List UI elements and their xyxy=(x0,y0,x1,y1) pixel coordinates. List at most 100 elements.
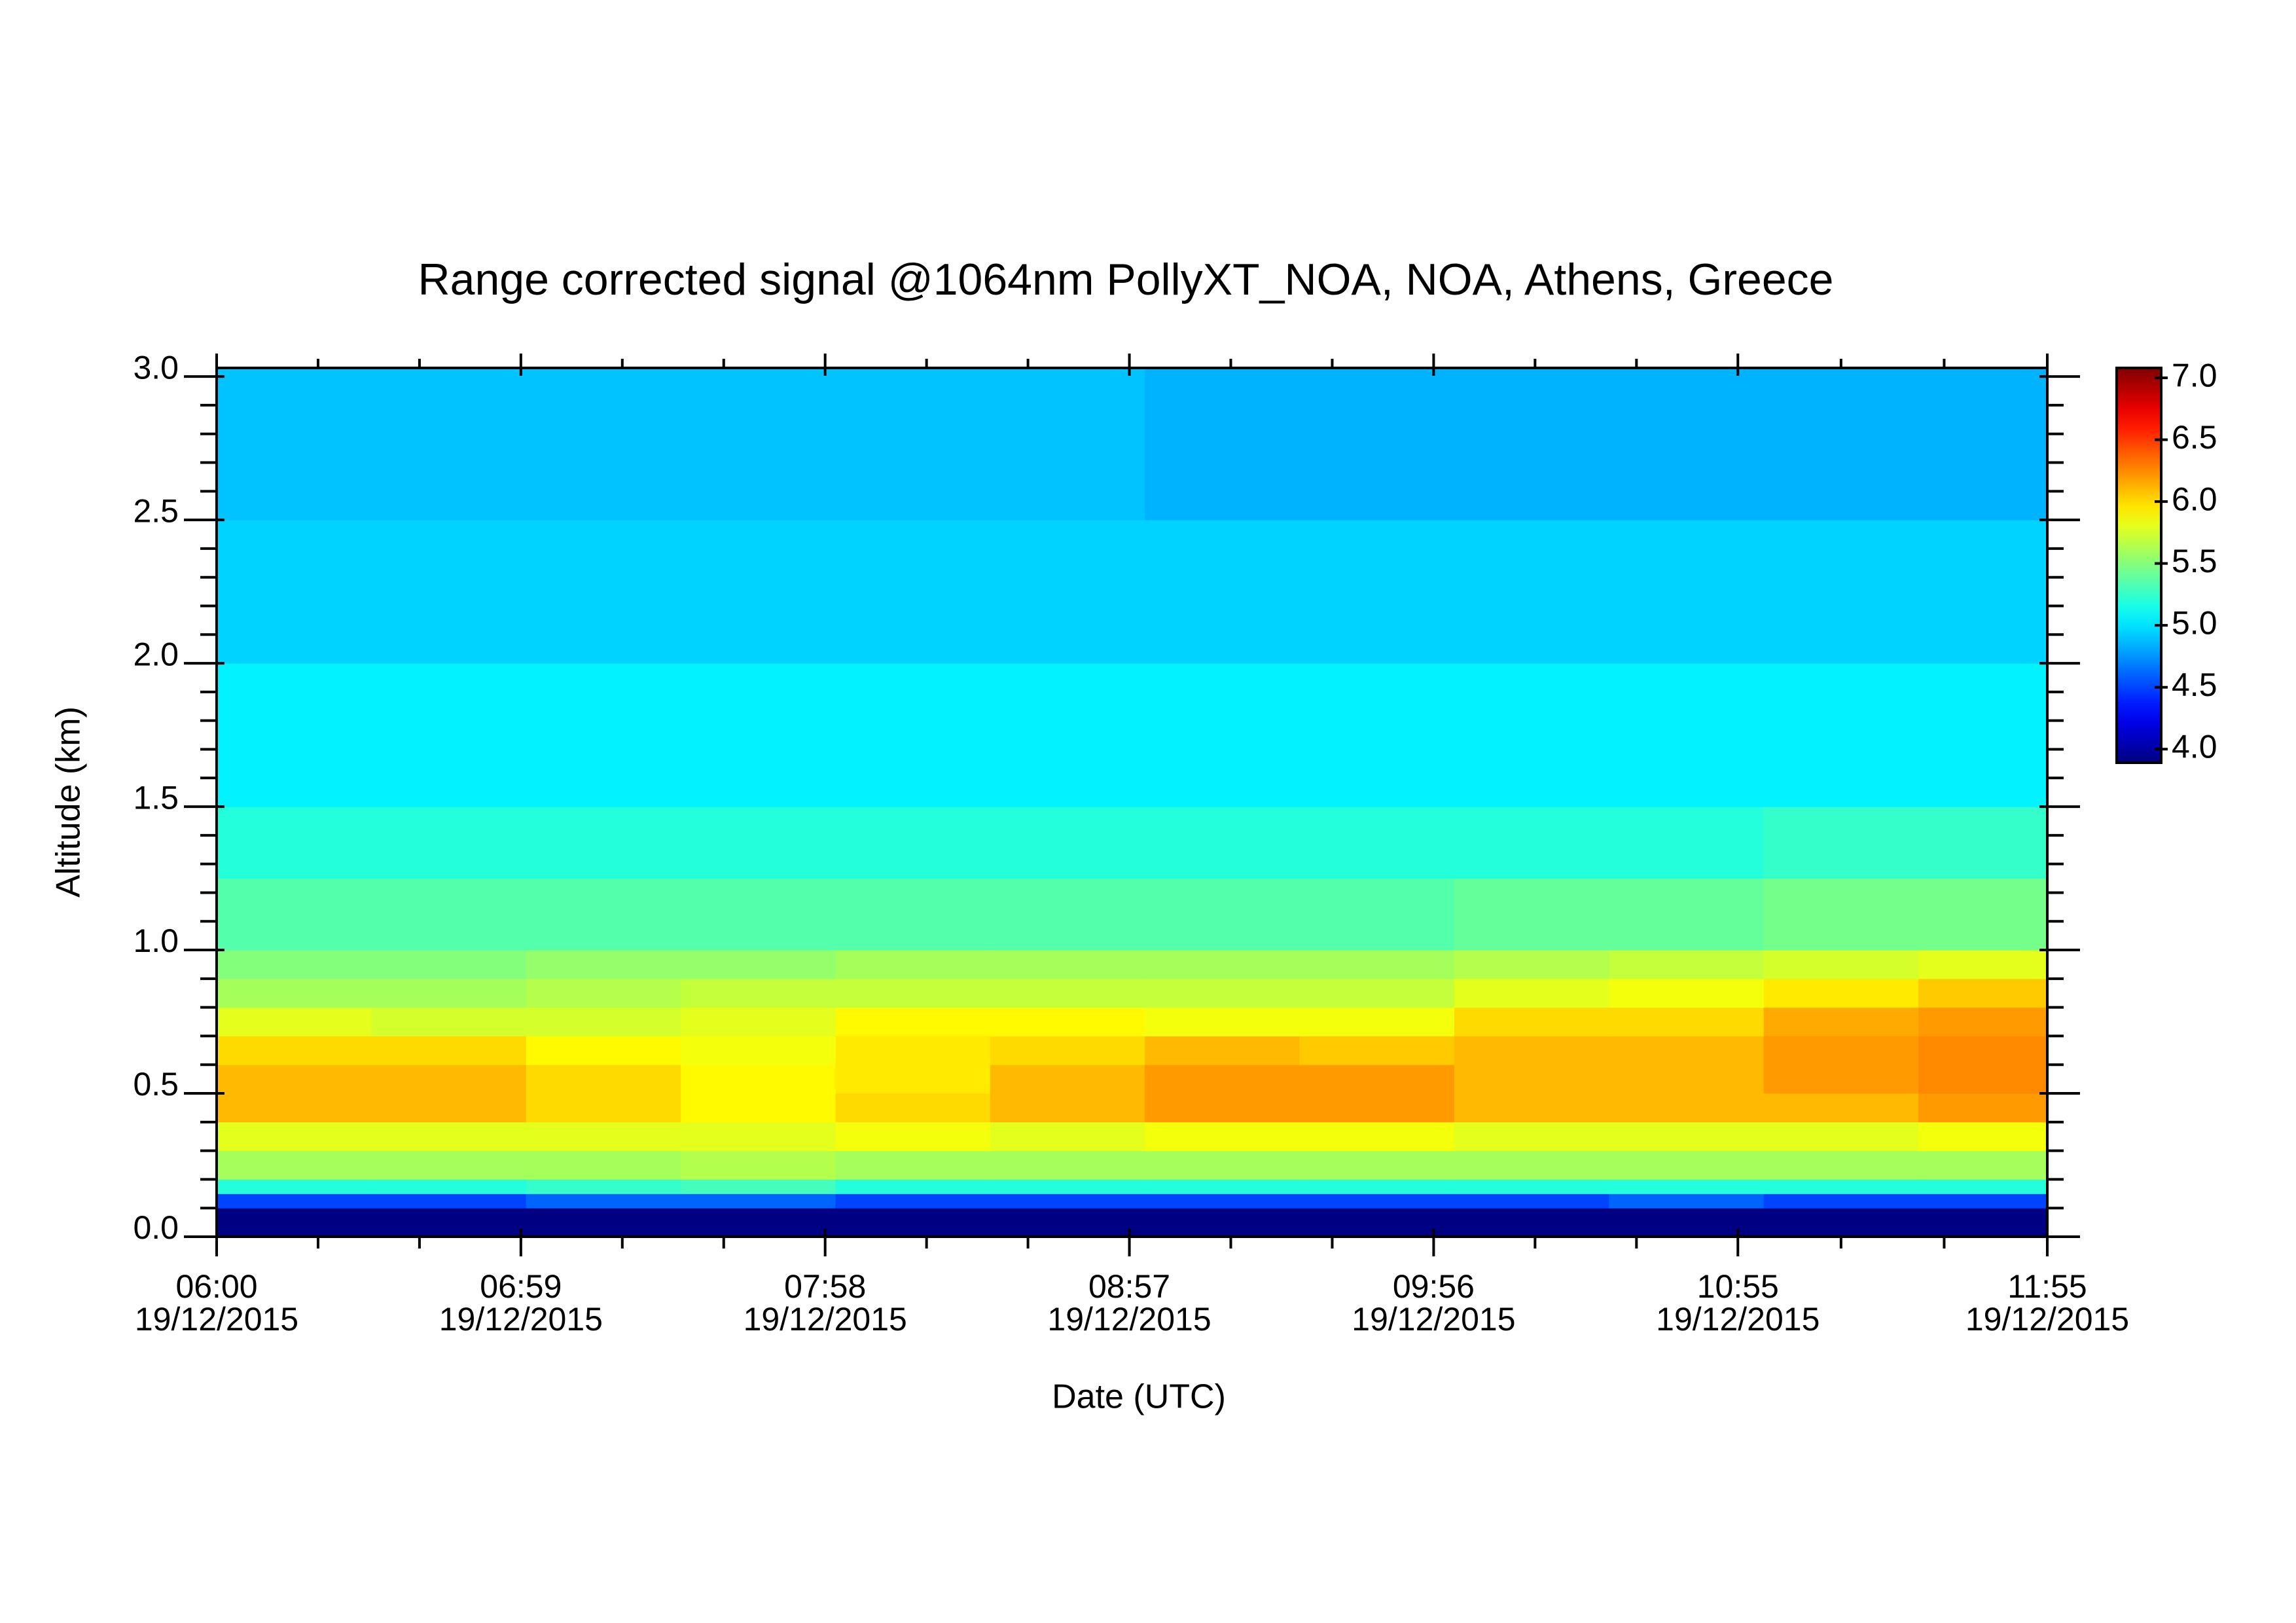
x-tick-label: 10:55 xyxy=(1697,1268,1779,1305)
heatmap-cell xyxy=(217,878,372,951)
heatmap-cell xyxy=(1918,1179,2048,1194)
heatmap-cell xyxy=(835,663,991,807)
heatmap-cell xyxy=(371,368,527,520)
heatmap-cell xyxy=(990,368,1145,520)
heatmap-cell xyxy=(1145,1007,1300,1036)
heatmap-cell xyxy=(835,1122,991,1152)
heatmap-cell xyxy=(1918,1150,2048,1180)
x-tick-label: 11:55 xyxy=(2007,1268,2087,1305)
heatmap-cell xyxy=(371,878,527,951)
heatmap-cell xyxy=(1918,1036,2048,1065)
heatmap-cell xyxy=(1609,520,1765,664)
x-tick-label: 06:00 xyxy=(175,1268,257,1305)
x-tick-label: 09:56 xyxy=(1393,1268,1475,1305)
heatmap-cell xyxy=(681,1007,836,1036)
heatmap-cell xyxy=(1918,950,2048,979)
heatmap-cell xyxy=(1299,1065,1455,1094)
colorbar-tick-label: 4.0 xyxy=(2172,728,2217,765)
heatmap-cell xyxy=(1454,1036,1609,1065)
colorbar-tick-label: 6.5 xyxy=(2172,419,2217,456)
heatmap-cell xyxy=(1609,878,1765,951)
heatmap-cell xyxy=(990,950,1145,979)
heatmap-cell xyxy=(1299,368,1455,520)
heatmap-cell xyxy=(1609,1007,1765,1036)
x-axis-label: Date (UTC) xyxy=(1052,1378,1226,1416)
heatmap-cell xyxy=(217,520,372,664)
heatmap-cell xyxy=(526,1208,681,1237)
heatmap-cell xyxy=(1609,807,1765,879)
heatmap-cell xyxy=(1299,950,1455,979)
heatmap-cell xyxy=(371,807,527,879)
heatmap-cell xyxy=(1299,1036,1455,1065)
heatmap-cell xyxy=(835,1093,991,1123)
heatmap xyxy=(217,368,2048,1237)
chart-title: Range corrected signal @1064nm PollyXT_N… xyxy=(418,255,1834,304)
heatmap-cell xyxy=(1299,1208,1455,1237)
heatmap-cell xyxy=(835,1150,991,1180)
axes: 0.00.51.01.52.02.53.006:0019/12/201506:5… xyxy=(133,349,2217,1338)
y-tick-label: 3.0 xyxy=(133,349,179,386)
heatmap-cell xyxy=(1763,1036,1919,1065)
heatmap-cell xyxy=(1145,978,1300,1008)
heatmap-cell xyxy=(1763,950,1919,979)
heatmap-cell xyxy=(217,950,372,979)
heatmap-cell xyxy=(681,978,836,1008)
colorbar-tick-label: 5.5 xyxy=(2172,543,2217,579)
heatmap-cell xyxy=(1145,663,1300,807)
heatmap-cell xyxy=(1299,1093,1455,1123)
heatmap-cell xyxy=(1763,1065,1919,1094)
heatmap-cell xyxy=(681,1194,836,1209)
heatmap-cell xyxy=(835,1194,991,1209)
heatmap-cell xyxy=(1918,1122,2048,1152)
heatmap-cell xyxy=(1609,1179,1765,1194)
heatmap-cell xyxy=(1454,520,1609,664)
heatmap-cell xyxy=(990,878,1145,951)
heatmap-cell xyxy=(835,1065,991,1094)
heatmap-cell xyxy=(526,1122,681,1152)
heatmap-cell xyxy=(371,1179,527,1194)
heatmap-cell xyxy=(371,663,527,807)
colorbar xyxy=(2115,367,2162,764)
heatmap-cell xyxy=(681,807,836,879)
heatmap-cell xyxy=(990,1122,1145,1152)
heatmap-cell xyxy=(1145,1150,1300,1180)
heatmap-cell xyxy=(371,978,527,1008)
heatmap-cell xyxy=(526,807,681,879)
colorbar-tick-label: 7.0 xyxy=(2172,357,2217,393)
heatmap-cell xyxy=(1454,978,1609,1008)
heatmap-cell xyxy=(1454,1194,1609,1209)
heatmap-cell xyxy=(217,1150,372,1180)
heatmap-cell xyxy=(1609,1150,1765,1180)
heatmap-cell xyxy=(835,807,991,879)
heatmap-cell xyxy=(217,978,372,1008)
heatmap-cell xyxy=(835,950,991,979)
heatmap-cell xyxy=(835,1036,991,1065)
heatmap-cell xyxy=(1763,520,1919,664)
heatmap-cell xyxy=(835,1208,991,1237)
heatmap-cell xyxy=(1454,1065,1609,1094)
heatmap-cell xyxy=(1145,1036,1300,1065)
heatmap-cell xyxy=(526,978,681,1008)
x-tick-date: 19/12/2015 xyxy=(1965,1301,2129,1338)
y-axis-label: Altitude (km) xyxy=(50,706,88,898)
heatmap-cell xyxy=(526,368,681,520)
heatmap-cell xyxy=(526,878,681,951)
heatmap-cell xyxy=(990,1007,1145,1036)
heatmap-cell xyxy=(990,1179,1145,1194)
heatmap-cell xyxy=(371,1007,527,1036)
heatmap-cell xyxy=(526,520,681,664)
heatmap-cell xyxy=(1454,1093,1609,1123)
heatmap-cell xyxy=(835,978,991,1008)
x-tick-label: 08:57 xyxy=(1088,1268,1170,1305)
heatmap-cell xyxy=(217,663,372,807)
heatmap-cell xyxy=(1918,1007,2048,1036)
heatmap-cell xyxy=(217,1007,372,1036)
heatmap-cell xyxy=(1918,663,2048,807)
heatmap-cell xyxy=(1454,950,1609,979)
plot-frame xyxy=(215,367,2049,1238)
x-tick-date: 19/12/2015 xyxy=(1047,1301,1211,1338)
heatmap-cell xyxy=(1454,807,1609,879)
heatmap-cell xyxy=(1763,1122,1919,1152)
heatmap-cell xyxy=(371,1194,527,1209)
x-tick-label: 07:58 xyxy=(784,1268,866,1305)
